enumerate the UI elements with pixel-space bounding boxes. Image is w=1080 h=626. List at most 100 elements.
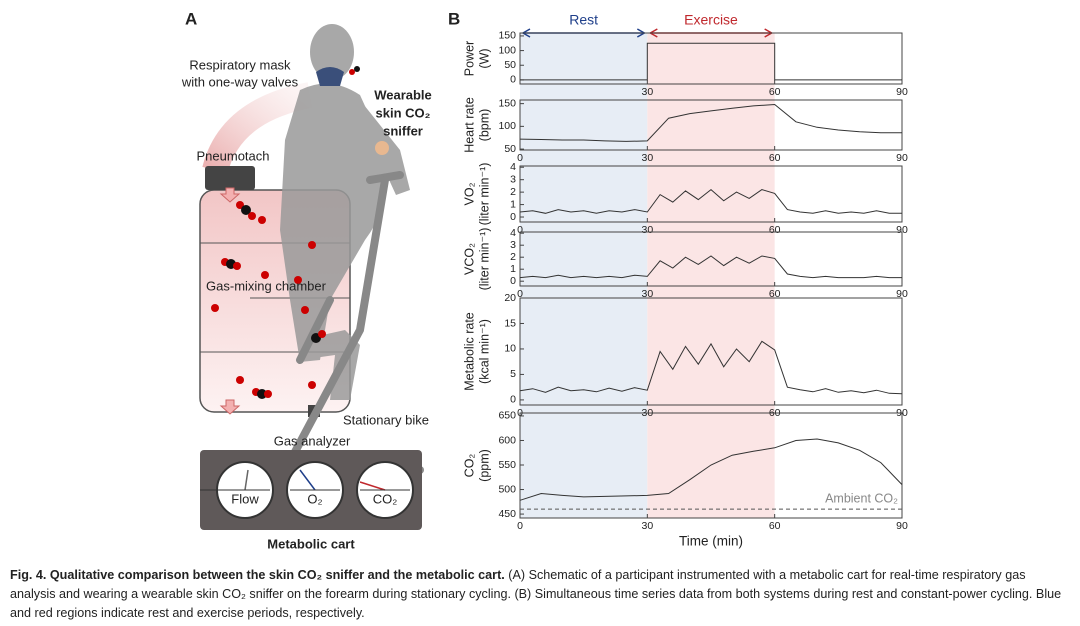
x-tick-label: 30: [641, 520, 653, 532]
person: [280, 24, 410, 400]
series-line: [519, 188, 902, 214]
y-tick-label: 0: [510, 74, 516, 86]
label: with one-way valves: [181, 74, 299, 89]
x-tick-label: 90: [896, 86, 908, 98]
x-tick-label: 60: [769, 520, 781, 532]
y-tick-label: 50: [504, 59, 516, 71]
x-tick-label: 60: [769, 152, 781, 164]
y-axis-label: (W): [477, 48, 491, 68]
caption-title: Fig. 4. Qualitative comparison between t…: [10, 568, 505, 582]
x-tick-label: 30: [641, 152, 653, 164]
region: [647, 33, 775, 518]
y-axis-label: VO₂: [462, 182, 476, 205]
panel-label: B: [448, 9, 460, 28]
pneumotach: [205, 166, 255, 190]
needle: [299, 469, 316, 491]
y-axis-label: Metabolic rate: [462, 312, 476, 391]
x-tick-label: 0: [517, 224, 523, 236]
plot-frame: [519, 231, 903, 287]
x-tick-label: 90: [896, 224, 908, 236]
x-tick-label: 30: [641, 288, 653, 300]
y-tick-label: 50: [504, 143, 516, 155]
y-tick-label: 4: [510, 161, 516, 173]
plot-frame: [519, 32, 903, 85]
y-tick-label: 0: [510, 275, 516, 287]
series-line: [520, 42, 902, 81]
series-line: [519, 340, 903, 395]
dial-label: O₂: [307, 491, 322, 506]
plot-frame: [519, 165, 903, 223]
x-tick-label: 90: [896, 520, 908, 532]
y-tick-label: 3: [510, 239, 516, 251]
y-axis-label: VCO₂: [462, 243, 476, 275]
particles: [211, 66, 360, 399]
y-tick-label: 100: [498, 120, 516, 132]
y-tick-label: 15: [504, 317, 516, 329]
label: Metabolic cart: [267, 536, 355, 551]
series-line: [519, 438, 903, 501]
x-tick-label: 90: [896, 152, 908, 164]
y-tick-label: 600: [498, 434, 516, 446]
region-label: Exercise: [684, 12, 738, 28]
sniffer: [375, 141, 389, 155]
y-tick-label: 20: [504, 292, 516, 304]
label: Wearable: [374, 87, 432, 102]
y-tick-label: 500: [498, 483, 516, 495]
dial-label: Flow: [231, 491, 259, 506]
plot-frame: [519, 297, 903, 406]
figure: A Respiratory mask with one-way valves W…: [181, 9, 908, 551]
x-tick-label: 30: [641, 224, 653, 236]
y-tick-label: 1: [510, 198, 516, 210]
region-label: Rest: [569, 12, 598, 28]
series-line: [519, 103, 902, 142]
x-tick-label: 60: [769, 288, 781, 300]
x-tick-label: 0: [517, 152, 523, 164]
label: Stationary bike: [343, 412, 429, 427]
y-tick-label: 0: [510, 394, 516, 406]
y-axis-label: Heart rate: [462, 97, 476, 153]
y-tick-label: 100: [498, 44, 516, 56]
panel-label: A: [185, 9, 197, 28]
label: Gas-mixing chamber: [206, 278, 327, 293]
reference-label: Ambient CO₂: [825, 491, 898, 505]
needle: [244, 469, 249, 491]
x-tick-label: 30: [641, 86, 653, 98]
y-axis-label: Power: [462, 41, 476, 76]
label: Pneumotach: [197, 148, 270, 163]
label: Respiratory mask: [189, 57, 291, 72]
y-tick-label: 5: [510, 368, 516, 380]
y-tick-label: 550: [498, 459, 516, 471]
y-tick-label: 4: [510, 227, 516, 239]
x-tick-label: 0: [517, 288, 523, 300]
y-tick-label: 150: [498, 97, 516, 109]
schematic: [199, 24, 424, 530]
region: [520, 33, 648, 518]
y-tick-label: 2: [510, 186, 516, 198]
x-tick-label: 0: [517, 520, 523, 532]
y-tick-label: 650: [498, 410, 516, 422]
x-tick-label: 60: [769, 224, 781, 236]
dial-label: CO₂: [373, 491, 398, 506]
y-tick-label: 10: [504, 343, 516, 355]
plot-frame: [519, 99, 903, 151]
y-axis-label: (ppm): [477, 449, 491, 482]
hose: [202, 82, 313, 174]
caption: Fig. 4. Qualitative comparison between t…: [10, 566, 1072, 623]
arrow: [219, 399, 241, 415]
x-tick-label: 60: [769, 86, 781, 98]
y-tick-label: 3: [510, 173, 516, 185]
caption-text: (A) Schematic of a participant instrumen…: [10, 568, 1062, 620]
arrow: [219, 187, 241, 203]
label: Gas analyzer: [274, 433, 351, 448]
series-line: [519, 255, 902, 279]
y-tick-label: 1: [510, 263, 516, 275]
y-axis-label: CO₂: [462, 454, 476, 478]
y-axis-label: (bpm): [477, 109, 491, 142]
y-tick-label: 150: [498, 30, 516, 42]
label: skin CO₂: [376, 105, 431, 120]
y-tick-label: 0: [510, 211, 516, 223]
x-tick-label: 90: [896, 288, 908, 300]
y-axis-label: (kcal min⁻¹): [477, 319, 491, 384]
y-tick-label: 2: [510, 251, 516, 263]
